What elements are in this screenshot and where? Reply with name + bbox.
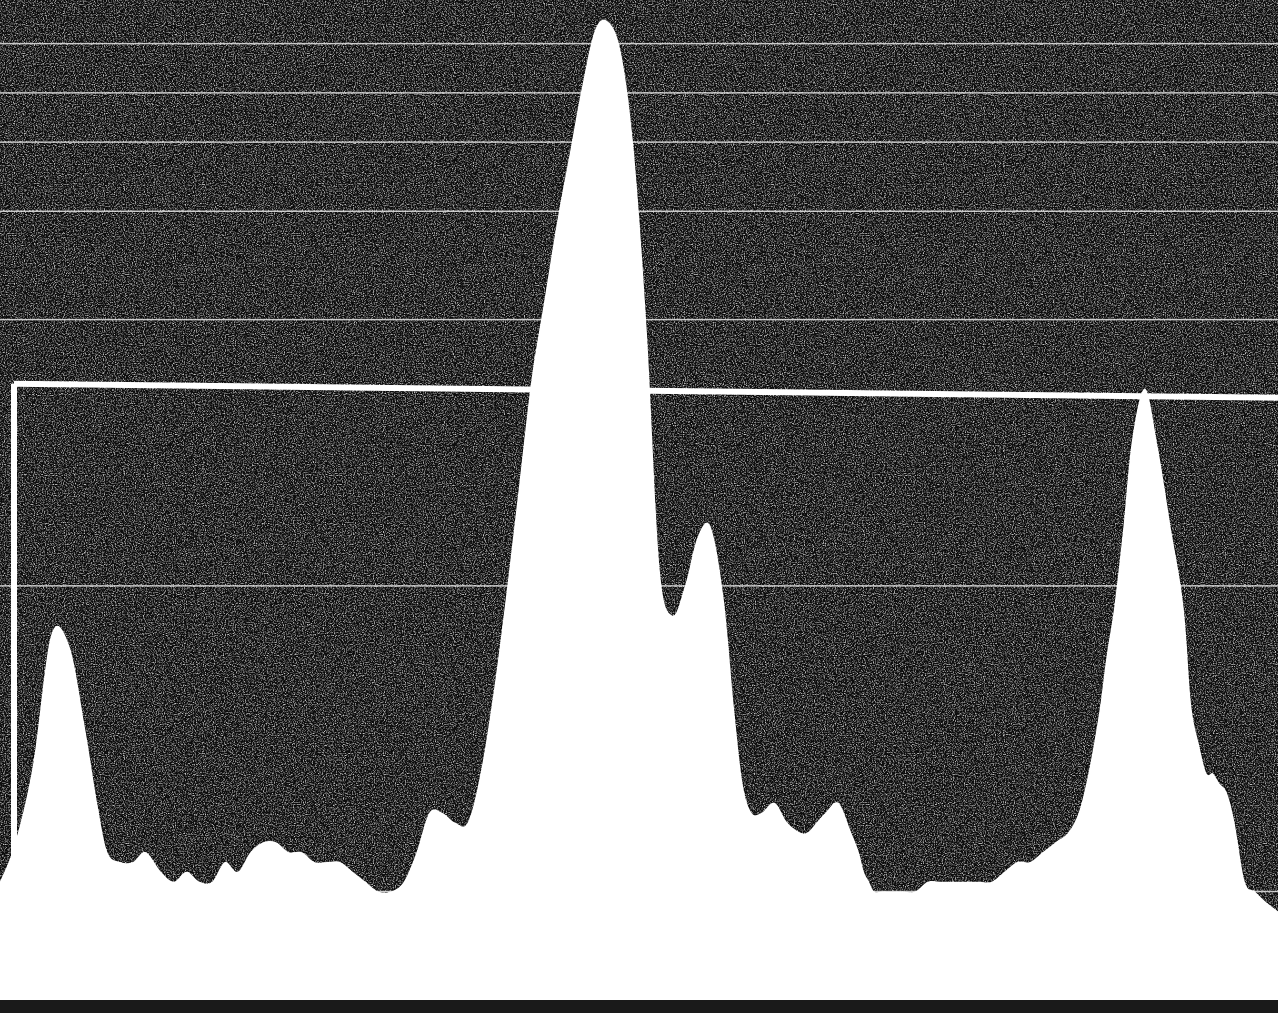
threshold-line bbox=[13, 380, 1278, 401]
series-area-path bbox=[0, 19, 1278, 1001]
baseline bbox=[0, 1000, 1278, 1013]
threshold bbox=[11, 380, 1278, 882]
series-area bbox=[0, 19, 1278, 1013]
